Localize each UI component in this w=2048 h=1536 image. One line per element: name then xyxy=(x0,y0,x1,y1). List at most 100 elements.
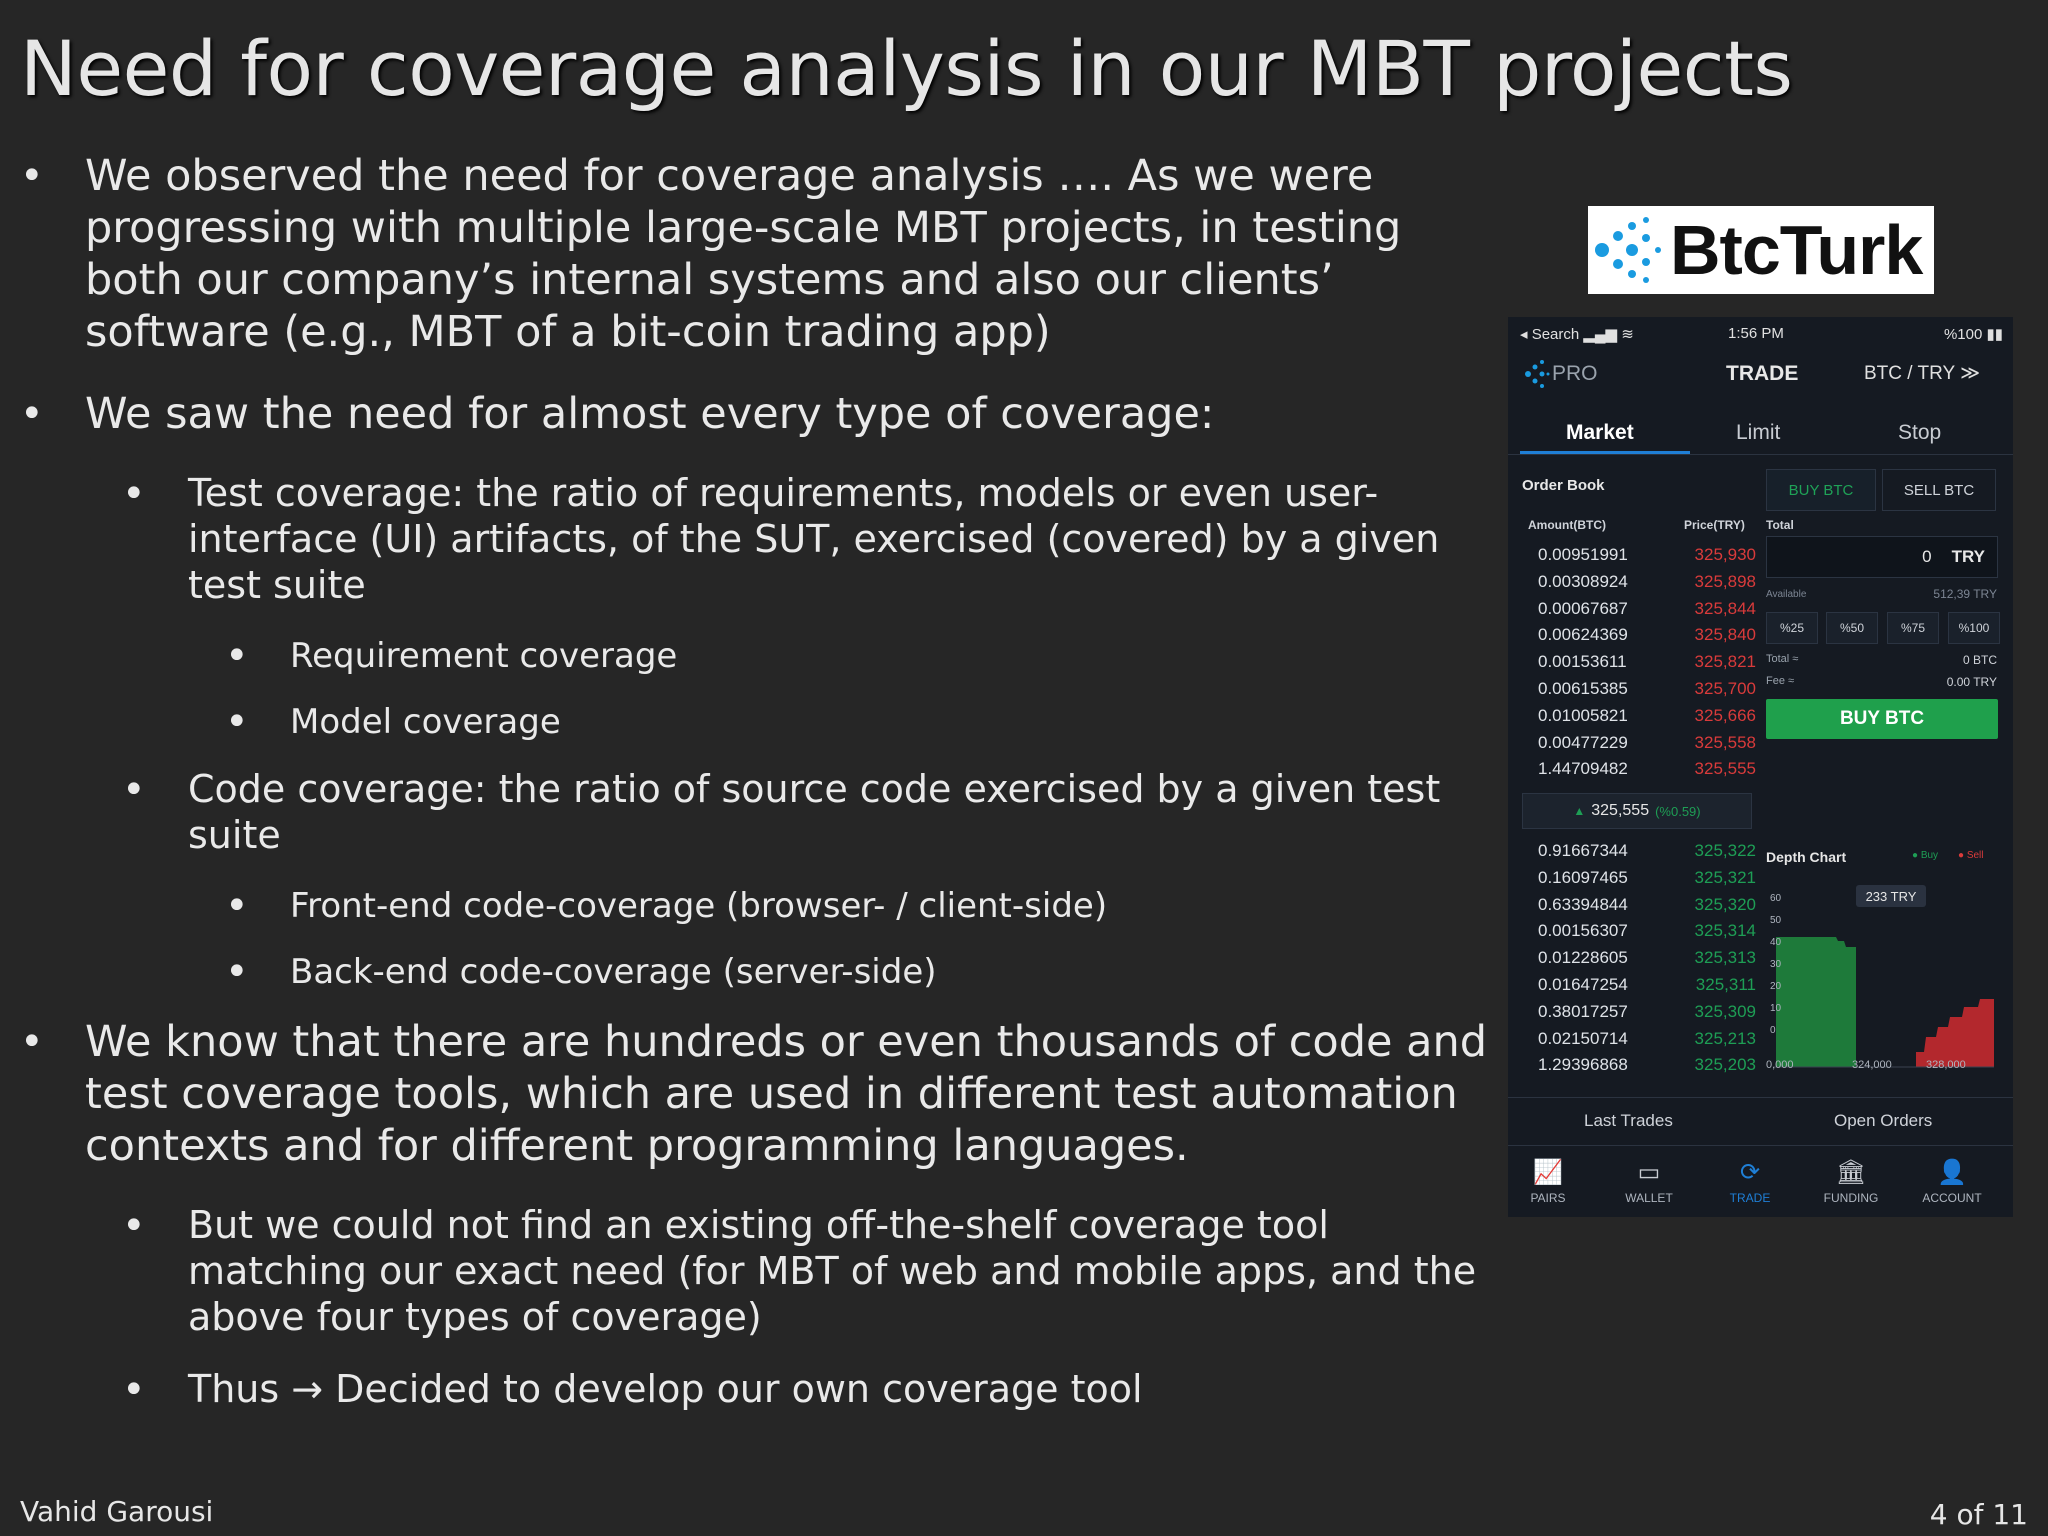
bid-row-price[interactable]: 325,309 xyxy=(1694,1001,1756,1021)
ask-row-price[interactable]: 325,700 xyxy=(1694,679,1756,698)
tab-divider xyxy=(1508,454,2013,455)
bullet-dot: • xyxy=(225,699,249,745)
bid-row-price[interactable]: 325,213 xyxy=(1694,1028,1756,1048)
nav-funding[interactable]: 🏛 FUNDING xyxy=(1811,1159,1891,1205)
chart-icon: 📈 xyxy=(1533,1159,1563,1186)
bullet-dot: • xyxy=(122,767,146,813)
ask-row-price[interactable]: 325,844 xyxy=(1694,598,1756,618)
bullet-dot: • xyxy=(20,391,44,437)
ask-row-price[interactable]: 325,555 xyxy=(1694,759,1756,779)
depth-y-tick: 60 xyxy=(1770,893,1782,904)
bid-row-amount: 0.38017257 xyxy=(1538,1001,1628,1021)
tab-stop[interactable]: Stop xyxy=(1898,421,1942,444)
status-time: 1:56 PM xyxy=(1728,325,1784,342)
percent-75-button[interactable]: %75 xyxy=(1887,612,1939,644)
depth-y-tick: 50 xyxy=(1770,915,1782,926)
open-orders-tab[interactable]: Open Orders xyxy=(1834,1111,1933,1130)
sell-btc-tab[interactable]: SELL BTC xyxy=(1882,469,1996,511)
depth-y-tick: 30 xyxy=(1770,959,1782,970)
trade-icon: ⟳ xyxy=(1739,1159,1761,1186)
bid-row-amount: 0.00156307 xyxy=(1538,921,1628,941)
bullet-text: Requirement coverage xyxy=(290,636,678,676)
trading-app-screenshot: ◂ Search ▂▄▆ ≋ 1:56 PM %100 ▮▮ PRO TRADE… xyxy=(1508,317,2013,1217)
bullet-dot: • xyxy=(20,1019,44,1065)
bullet-list: • We observed the need for coverage analy… xyxy=(20,150,1490,1438)
bid-row-price[interactable]: 325,313 xyxy=(1694,948,1756,968)
bid-row-price[interactable]: 325,322 xyxy=(1694,841,1756,860)
ask-row-price[interactable]: 325,898 xyxy=(1694,571,1756,591)
pro-label: PRO xyxy=(1552,362,1598,385)
status-carrier: ◂ Search ▂▄▆ ≋ xyxy=(1520,326,1634,343)
bullet-no-tool-found: • But we could not find an existing off-t… xyxy=(20,1202,1490,1340)
ask-row-amount: 0.01005821 xyxy=(1538,705,1628,725)
ask-row-price[interactable]: 325,930 xyxy=(1694,545,1756,564)
last-trades-tab[interactable]: Last Trades xyxy=(1584,1111,1673,1130)
legend-buy: ● Buy xyxy=(1912,850,1939,861)
up-arrow-icon: ▲ xyxy=(1573,804,1586,818)
bullet-text: Front-end code-coverage (browser- / clie… xyxy=(290,886,1108,926)
available-value: 512,39 TRY xyxy=(1933,587,1997,601)
percent-50-button[interactable]: %50 xyxy=(1826,612,1878,644)
bullet-text: We observed the need for coverage analys… xyxy=(85,151,1402,357)
bid-row-price[interactable]: 325,314 xyxy=(1694,921,1756,941)
bid-row-amount: 0.16097465 xyxy=(1538,867,1628,887)
bullet-dot: • xyxy=(225,883,249,929)
buy-btc-tab[interactable]: BUY BTC xyxy=(1766,469,1876,511)
bullet-model-coverage: • Model coverage xyxy=(20,700,1490,744)
depth-x-tick: 328,000 xyxy=(1926,1059,1966,1071)
nav-account[interactable]: 👤 ACCOUNT xyxy=(1912,1159,1992,1205)
tab-market[interactable]: Market xyxy=(1566,421,1634,444)
btcturk-logo-text: BtcTurk xyxy=(1670,211,1923,289)
total-currency: TRY xyxy=(1951,547,1985,566)
bullet-dot: • xyxy=(122,1203,146,1249)
bullet-observed-need: • We observed the need for coverage analy… xyxy=(20,150,1490,358)
bullet-coverage-types: • We saw the need for almost every type o… xyxy=(20,388,1490,440)
ask-row-price[interactable]: 325,558 xyxy=(1694,732,1756,752)
bid-row-price[interactable]: 325,321 xyxy=(1694,867,1756,887)
bullet-text: Code coverage: the ratio of source code … xyxy=(188,767,1441,857)
nav-trade[interactable]: ⟳ TRADE xyxy=(1710,1159,1790,1205)
ask-row-amount: 0.00615385 xyxy=(1538,679,1628,698)
nav-pairs[interactable]: 📈 PAIRS xyxy=(1508,1159,1588,1205)
ask-row-price[interactable]: 325,840 xyxy=(1694,625,1756,645)
bullet-text: We saw the need for almost every type of… xyxy=(85,389,1215,439)
bid-row-price[interactable]: 325,203 xyxy=(1694,1055,1756,1075)
percent-25-button[interactable]: %25 xyxy=(1766,612,1818,644)
total-input[interactable]: 0 TRY xyxy=(1766,536,1998,578)
legend-sell-label: Sell xyxy=(1966,850,1984,861)
bullet-requirement-coverage: • Requirement coverage xyxy=(20,634,1490,678)
tab-limit[interactable]: Limit xyxy=(1736,421,1781,444)
depth-x-tick: 0,000 xyxy=(1766,1059,1794,1071)
bid-row-amount: 0.91667344 xyxy=(1538,841,1628,860)
nav-divider xyxy=(1508,1145,2013,1146)
pair-selector[interactable]: BTC / TRY ≫ xyxy=(1864,363,1980,384)
pro-logo-icon xyxy=(1525,360,1550,388)
bullet-dot: • xyxy=(122,471,146,517)
depth-y-tick: 20 xyxy=(1770,981,1782,992)
depth-tooltip: 233 TRY xyxy=(1856,885,1926,907)
bullet-dot: • xyxy=(225,949,249,995)
ask-row-amount: 0.00153611 xyxy=(1538,652,1627,672)
ask-row-amount: 1.44709482 xyxy=(1538,759,1628,779)
page-number: 4 of 11 xyxy=(1929,1498,2028,1531)
ask-row-amount: 0.00477229 xyxy=(1538,732,1628,752)
nav-wallet[interactable]: ▭ WALLET xyxy=(1609,1159,1689,1205)
btcturk-logo: BtcTurk xyxy=(1588,206,1934,294)
bullet-text: Model coverage xyxy=(290,702,561,742)
depth-chart-title: Depth Chart xyxy=(1766,849,1847,865)
bid-row-price[interactable]: 325,320 xyxy=(1694,894,1756,914)
available-label: Available xyxy=(1766,589,1807,600)
bullet-existing-tools: • We know that there are hundreds or even… xyxy=(20,1016,1490,1172)
bullet-back-end-coverage: • Back-end code-coverage (server-side) xyxy=(20,950,1490,994)
trade-title: TRADE xyxy=(1726,362,1799,385)
total-eq-label: Total ≈ xyxy=(1766,653,1799,665)
bid-row-price[interactable]: 325,311 xyxy=(1695,975,1756,994)
buy-btc-button[interactable]: BUY BTC xyxy=(1766,699,1998,739)
ask-row-price[interactable]: 325,821 xyxy=(1694,652,1756,672)
ask-row-amount: 0.00951991 xyxy=(1538,545,1628,564)
percent-100-button[interactable]: %100 xyxy=(1948,612,2000,644)
btcturk-logo-icon xyxy=(1595,217,1661,283)
nav-pairs-label: PAIRS xyxy=(1530,1191,1566,1205)
ask-row-price[interactable]: 325,666 xyxy=(1694,705,1756,725)
total-value: 0 xyxy=(1922,547,1932,566)
